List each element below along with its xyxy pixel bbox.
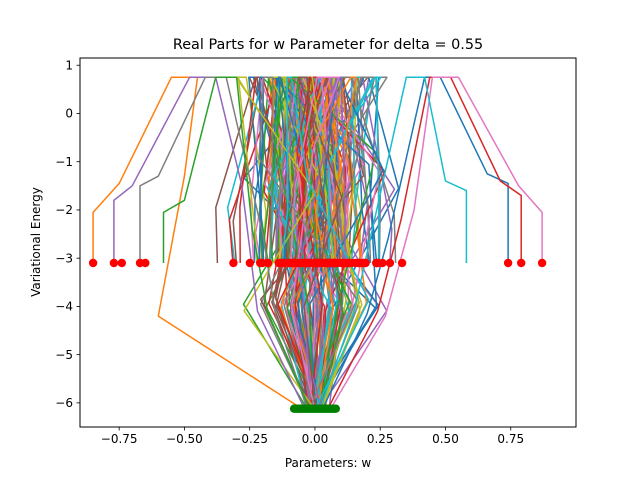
upper-marker xyxy=(517,258,526,268)
upper-marker xyxy=(229,258,238,268)
upper-marker xyxy=(117,258,127,268)
x-axis-label: Parameters: w xyxy=(285,456,372,470)
x-tick-label: −0.25 xyxy=(231,432,268,446)
upper-marker xyxy=(329,258,338,268)
y-tick-label: 0 xyxy=(65,107,73,121)
y-tick-label: −1 xyxy=(55,155,73,169)
upper-marker xyxy=(343,258,352,268)
series-line xyxy=(304,76,358,410)
series-line xyxy=(281,76,370,410)
upper-marker xyxy=(245,258,255,268)
y-tick-label: −2 xyxy=(55,203,73,217)
series-line xyxy=(307,76,522,410)
upper-marker xyxy=(397,258,407,268)
upper-marker xyxy=(258,258,267,268)
series-line xyxy=(312,76,468,410)
x-tick-label: 0.00 xyxy=(302,432,329,446)
x-tick-label: 0.50 xyxy=(432,432,459,446)
upper-marker xyxy=(274,258,283,268)
series-line xyxy=(304,76,543,410)
plot-frame xyxy=(79,57,577,428)
upper-marker xyxy=(372,258,381,268)
chart-title: Real Parts for w Parameter for delta = 0… xyxy=(173,37,483,53)
upper-marker xyxy=(88,258,98,268)
series-lines xyxy=(92,76,543,410)
series-markers xyxy=(88,258,547,413)
y-axis: 1 0 −1 −2 −3 −4 −5 −6 xyxy=(55,58,80,410)
x-tick-label: 0.25 xyxy=(367,432,394,446)
y-tick-label: −4 xyxy=(55,300,73,314)
upper-marker xyxy=(385,258,395,268)
y-axis-label: Variational Energy xyxy=(29,187,43,297)
upper-marker xyxy=(355,258,364,268)
x-axis: −0.75 −0.50 −0.25 0.00 0.25 0.50 0.75 xyxy=(101,427,524,446)
upper-marker xyxy=(109,258,119,268)
y-tick-label: −6 xyxy=(55,396,73,410)
series-line xyxy=(162,76,318,410)
upper-marker xyxy=(314,258,323,268)
x-tick-label: −0.75 xyxy=(101,432,138,446)
series-line xyxy=(294,76,319,410)
lower-marker xyxy=(331,404,340,413)
series-line xyxy=(290,76,346,410)
y-tick-label: −5 xyxy=(55,348,73,362)
y-tick-label: −3 xyxy=(55,251,73,265)
series-line xyxy=(315,76,380,410)
x-tick-label: −0.50 xyxy=(166,432,203,446)
upper-marker xyxy=(378,258,387,268)
series-line xyxy=(296,76,323,410)
series-line xyxy=(258,76,358,410)
upper-marker xyxy=(537,258,547,268)
x-tick-label: 0.75 xyxy=(497,432,524,446)
upper-marker xyxy=(141,258,150,268)
upper-marker xyxy=(284,258,293,268)
upper-marker xyxy=(503,258,513,268)
series-line xyxy=(297,76,343,410)
series-line xyxy=(301,76,361,410)
y-tick-label: 1 xyxy=(65,58,73,72)
upper-marker xyxy=(299,258,309,268)
